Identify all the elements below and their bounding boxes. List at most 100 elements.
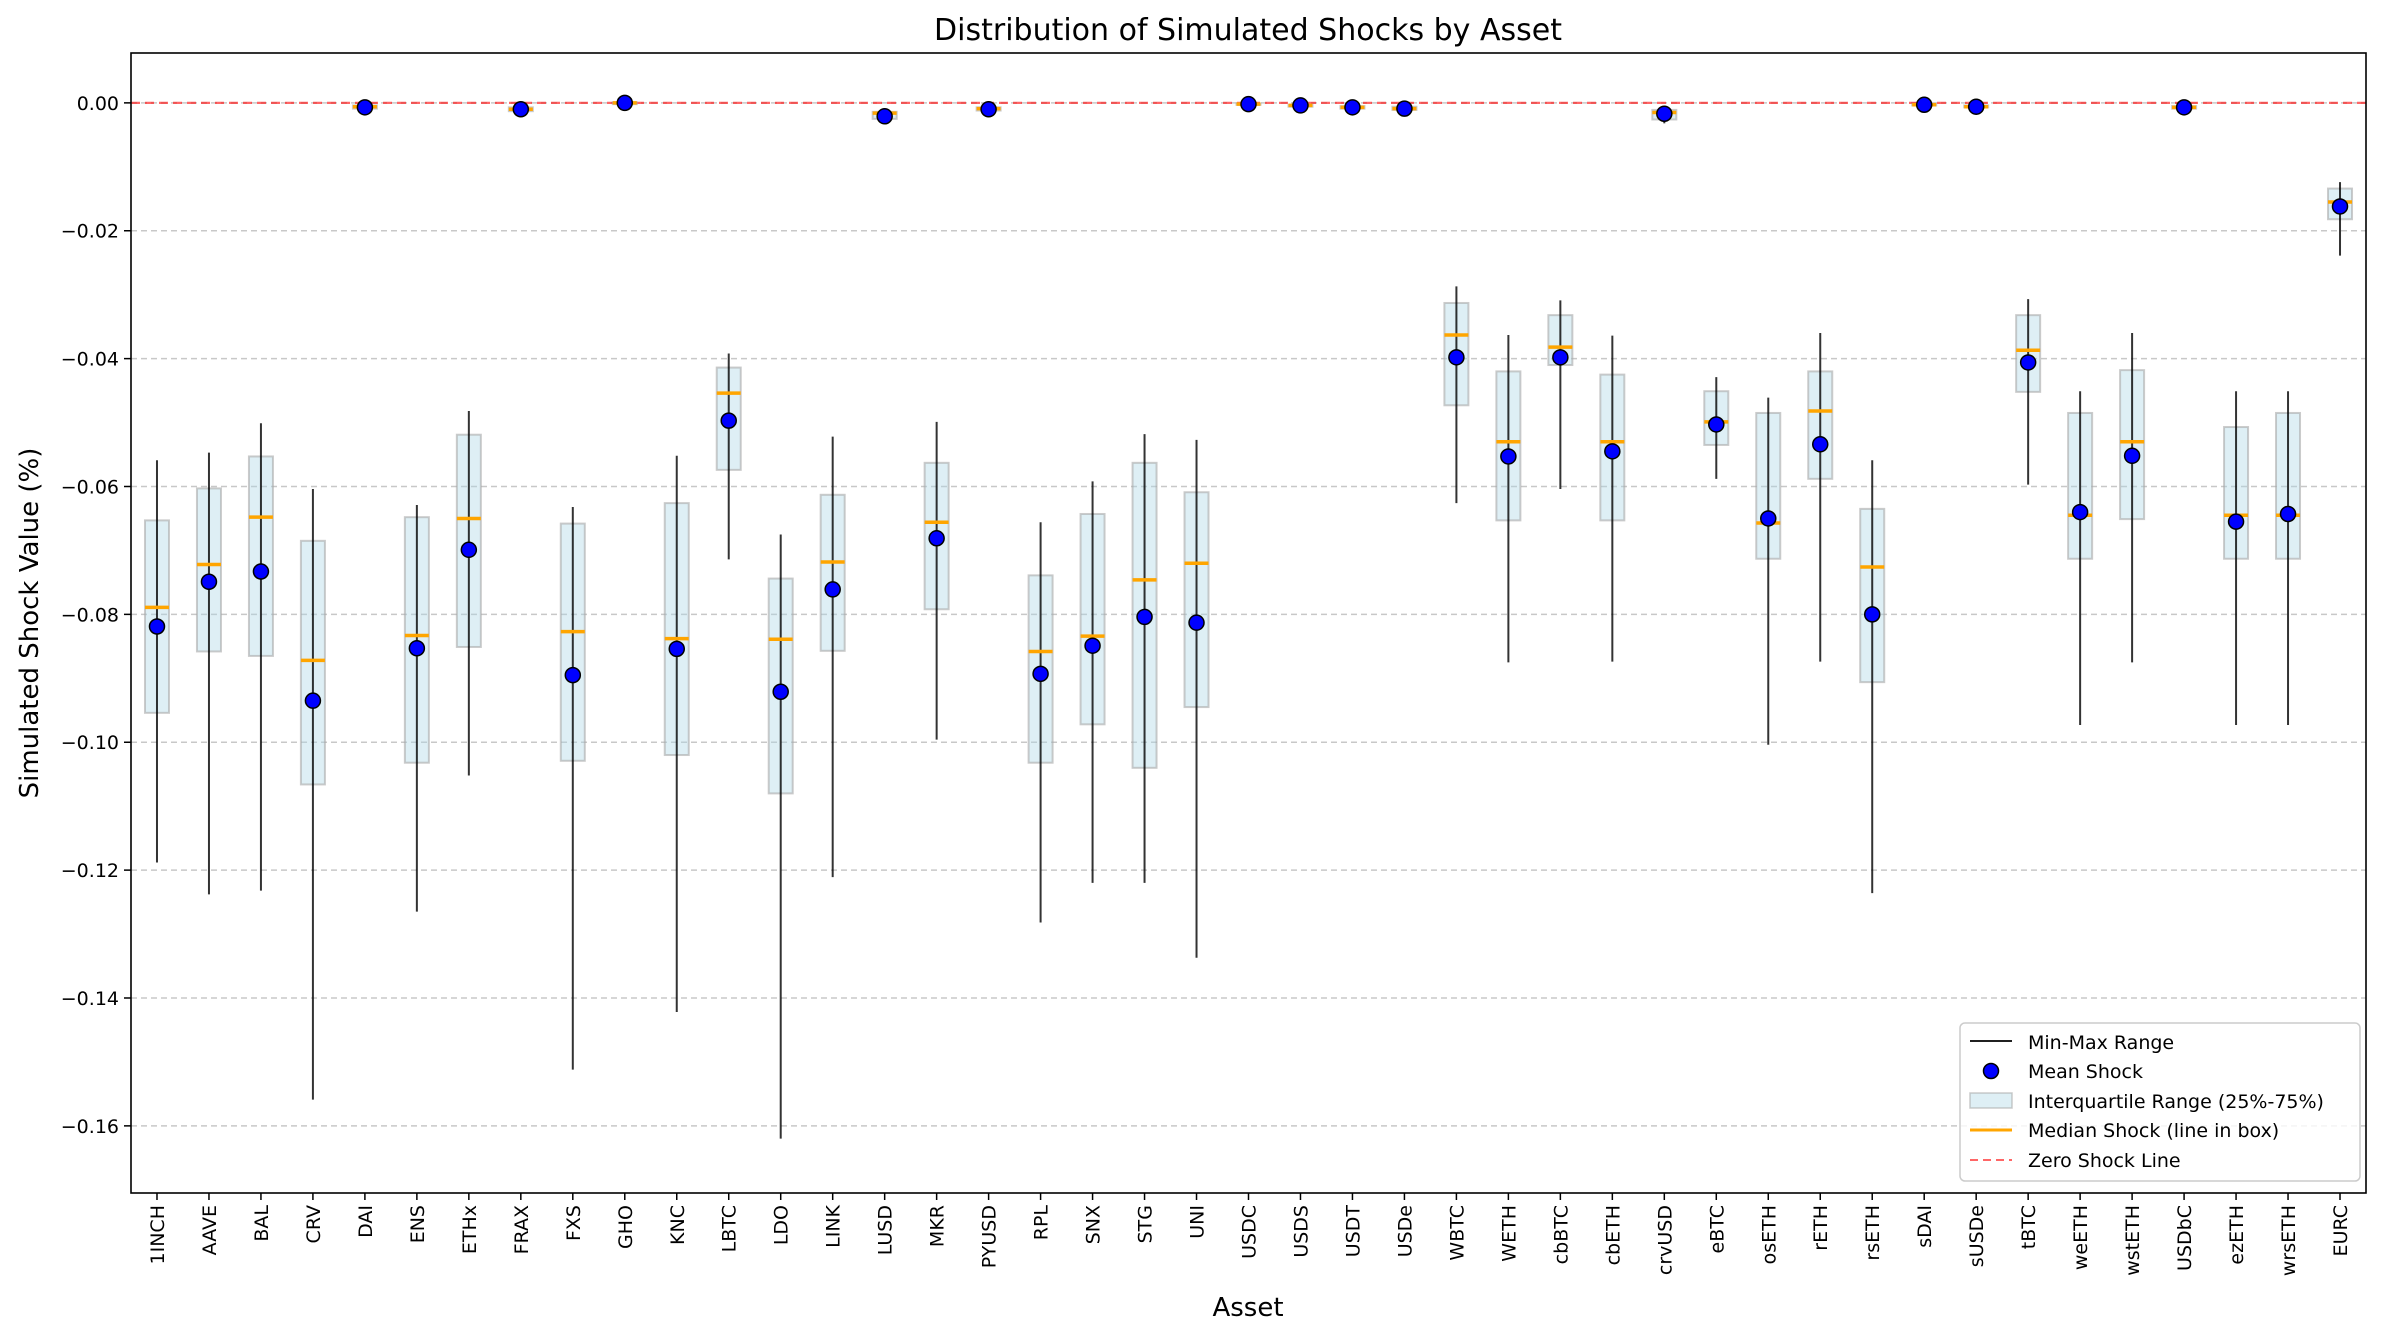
- asset-box-AAVE: [195, 452, 222, 895]
- x-tick-label: WBTC: [1446, 1205, 1468, 1261]
- x-tick-label: KNC: [667, 1205, 689, 1245]
- mean-point: [928, 530, 945, 547]
- x-tick-label: UNI: [1187, 1205, 1209, 1239]
- mean-point: [876, 108, 893, 125]
- asset-box-EURC: [2327, 182, 2354, 256]
- mean-point: [2227, 513, 2245, 530]
- asset-box-sDAI: [1911, 96, 1938, 114]
- x-tick-label: crvUSD: [1654, 1205, 1676, 1275]
- asset-box-1INCH: [143, 460, 170, 863]
- mean-point: [252, 563, 270, 580]
- y-axis-ticks: 0.00 −0.02 −0.04 −0.06 −0.08 −0.10 −0.12 −0.14 −…: [61, 93, 131, 1138]
- x-tick-label: osETH: [1758, 1205, 1780, 1264]
- x-tick-label: FRAX: [511, 1205, 533, 1254]
- asset-box-ETHx: [455, 411, 482, 776]
- x-tick-label: WETH: [1498, 1205, 1520, 1262]
- x-tick-label: 1INCH: [147, 1205, 169, 1264]
- mean-point: [1967, 98, 1985, 115]
- asset-box-LBTC: [715, 353, 742, 560]
- x-tick-label: SNX: [1083, 1205, 1105, 1244]
- legend-label-mean: Mean Shock: [2028, 1061, 2143, 1083]
- mean-point: [1396, 100, 1413, 117]
- asset-box-sUSDe: [1963, 98, 1990, 115]
- legend-label-iqr: Interquartile Range (25%-75%): [2028, 1091, 2324, 1113]
- x-axis-label: Asset: [1212, 1293, 1283, 1323]
- asset-box-FXS: [559, 506, 586, 1070]
- asset-box-tBTC: [2015, 299, 2042, 485]
- x-tick-label: rETH: [1810, 1205, 1832, 1251]
- asset-box-RPL: [1027, 522, 1054, 923]
- asset-box-rETH: [1807, 333, 1834, 662]
- x-tick-label: wstETH: [2122, 1205, 2144, 1276]
- x-tick-label: eBTC: [1706, 1205, 1728, 1253]
- mean-point: [1708, 416, 1725, 433]
- x-tick-label: USDS: [1290, 1205, 1312, 1258]
- y-tick-label: −0.08: [61, 604, 119, 626]
- box-marks: [143, 94, 2354, 1139]
- y-tick-label: 0.00: [77, 93, 119, 115]
- x-tick-label: FXS: [563, 1205, 585, 1241]
- mean-point: [200, 573, 218, 591]
- x-tick-label: BAL: [251, 1205, 273, 1242]
- asset-box-wstETH: [2119, 333, 2146, 663]
- y-tick-label: −0.02: [61, 221, 119, 243]
- mean-point: [460, 541, 478, 559]
- mean-point: [616, 94, 634, 112]
- mean-point: [304, 692, 322, 709]
- mean-point: [2175, 99, 2193, 116]
- y-tick-label: −0.12: [61, 860, 119, 882]
- x-tick-label: ezETH: [2226, 1205, 2248, 1265]
- x-tick-label: GHO: [615, 1205, 637, 1249]
- asset-box-weETH: [2067, 391, 2094, 725]
- asset-box-LUSD: [871, 108, 898, 125]
- mean-point: [1760, 510, 1777, 527]
- x-tick-label: USDbC: [2174, 1205, 2196, 1271]
- asset-box-eBTC: [1703, 377, 1730, 479]
- asset-box-LDO: [767, 534, 794, 1139]
- mean-point: [1448, 349, 1465, 366]
- chart-title: Distribution of Simulated Shocks by Asse…: [934, 13, 1562, 48]
- x-tick-label: DAI: [355, 1205, 377, 1238]
- asset-box-WETH: [1495, 334, 1522, 663]
- asset-box-osETH: [1755, 397, 1782, 745]
- mean-point: [720, 412, 737, 429]
- x-tick-label: weETH: [2070, 1205, 2092, 1270]
- asset-box-wrsETH: [2275, 391, 2302, 725]
- asset-box-cbBTC: [1547, 300, 1574, 490]
- mean-point: [1292, 97, 1309, 114]
- mean-point: [1188, 614, 1205, 631]
- y-tick-label: −0.04: [61, 349, 119, 371]
- asset-box-STG: [1131, 434, 1158, 883]
- x-tick-label: USDe: [1394, 1205, 1416, 1257]
- mean-point: [1136, 608, 1153, 626]
- mean-point: [2123, 447, 2141, 465]
- asset-box-MKR: [923, 421, 950, 740]
- x-tick-label: rsETH: [1862, 1205, 1884, 1261]
- asset-box-UNI: [1183, 439, 1210, 958]
- mean-point: [668, 640, 686, 658]
- asset-box-GHO: [611, 94, 638, 112]
- grid-lines: [131, 102, 2366, 1127]
- x-tick-label: sUSDe: [1966, 1205, 1988, 1267]
- y-tick-label: −0.10: [61, 732, 119, 754]
- y-tick-label: −0.06: [61, 476, 119, 498]
- legend-swatch-iqr: [1969, 1092, 2013, 1109]
- mean-point: [1500, 448, 1517, 465]
- x-tick-label: CRV: [303, 1205, 325, 1243]
- legend-label-range: Min-Max Range: [2028, 1032, 2174, 1054]
- x-tick-label: MKR: [927, 1205, 949, 1247]
- asset-box-SNX: [1079, 481, 1106, 883]
- mean-point: [408, 640, 426, 657]
- legend-swatch-mean: [1982, 1062, 2000, 1080]
- x-tick-label: LBTC: [719, 1205, 741, 1252]
- asset-box-WBTC: [1443, 286, 1470, 504]
- mean-point: [2279, 505, 2297, 523]
- mean-point: [1863, 606, 1881, 623]
- x-tick-label: ENS: [407, 1205, 429, 1243]
- asset-box-USDe: [1391, 100, 1418, 117]
- x-tick-label: cbETH: [1602, 1205, 1624, 1265]
- x-tick-label: USDC: [1239, 1205, 1261, 1259]
- asset-box-LINK: [819, 436, 846, 878]
- x-tick-label: tBTC: [2018, 1205, 2040, 1249]
- legend-label-zero: Zero Shock Line: [2028, 1150, 2181, 1172]
